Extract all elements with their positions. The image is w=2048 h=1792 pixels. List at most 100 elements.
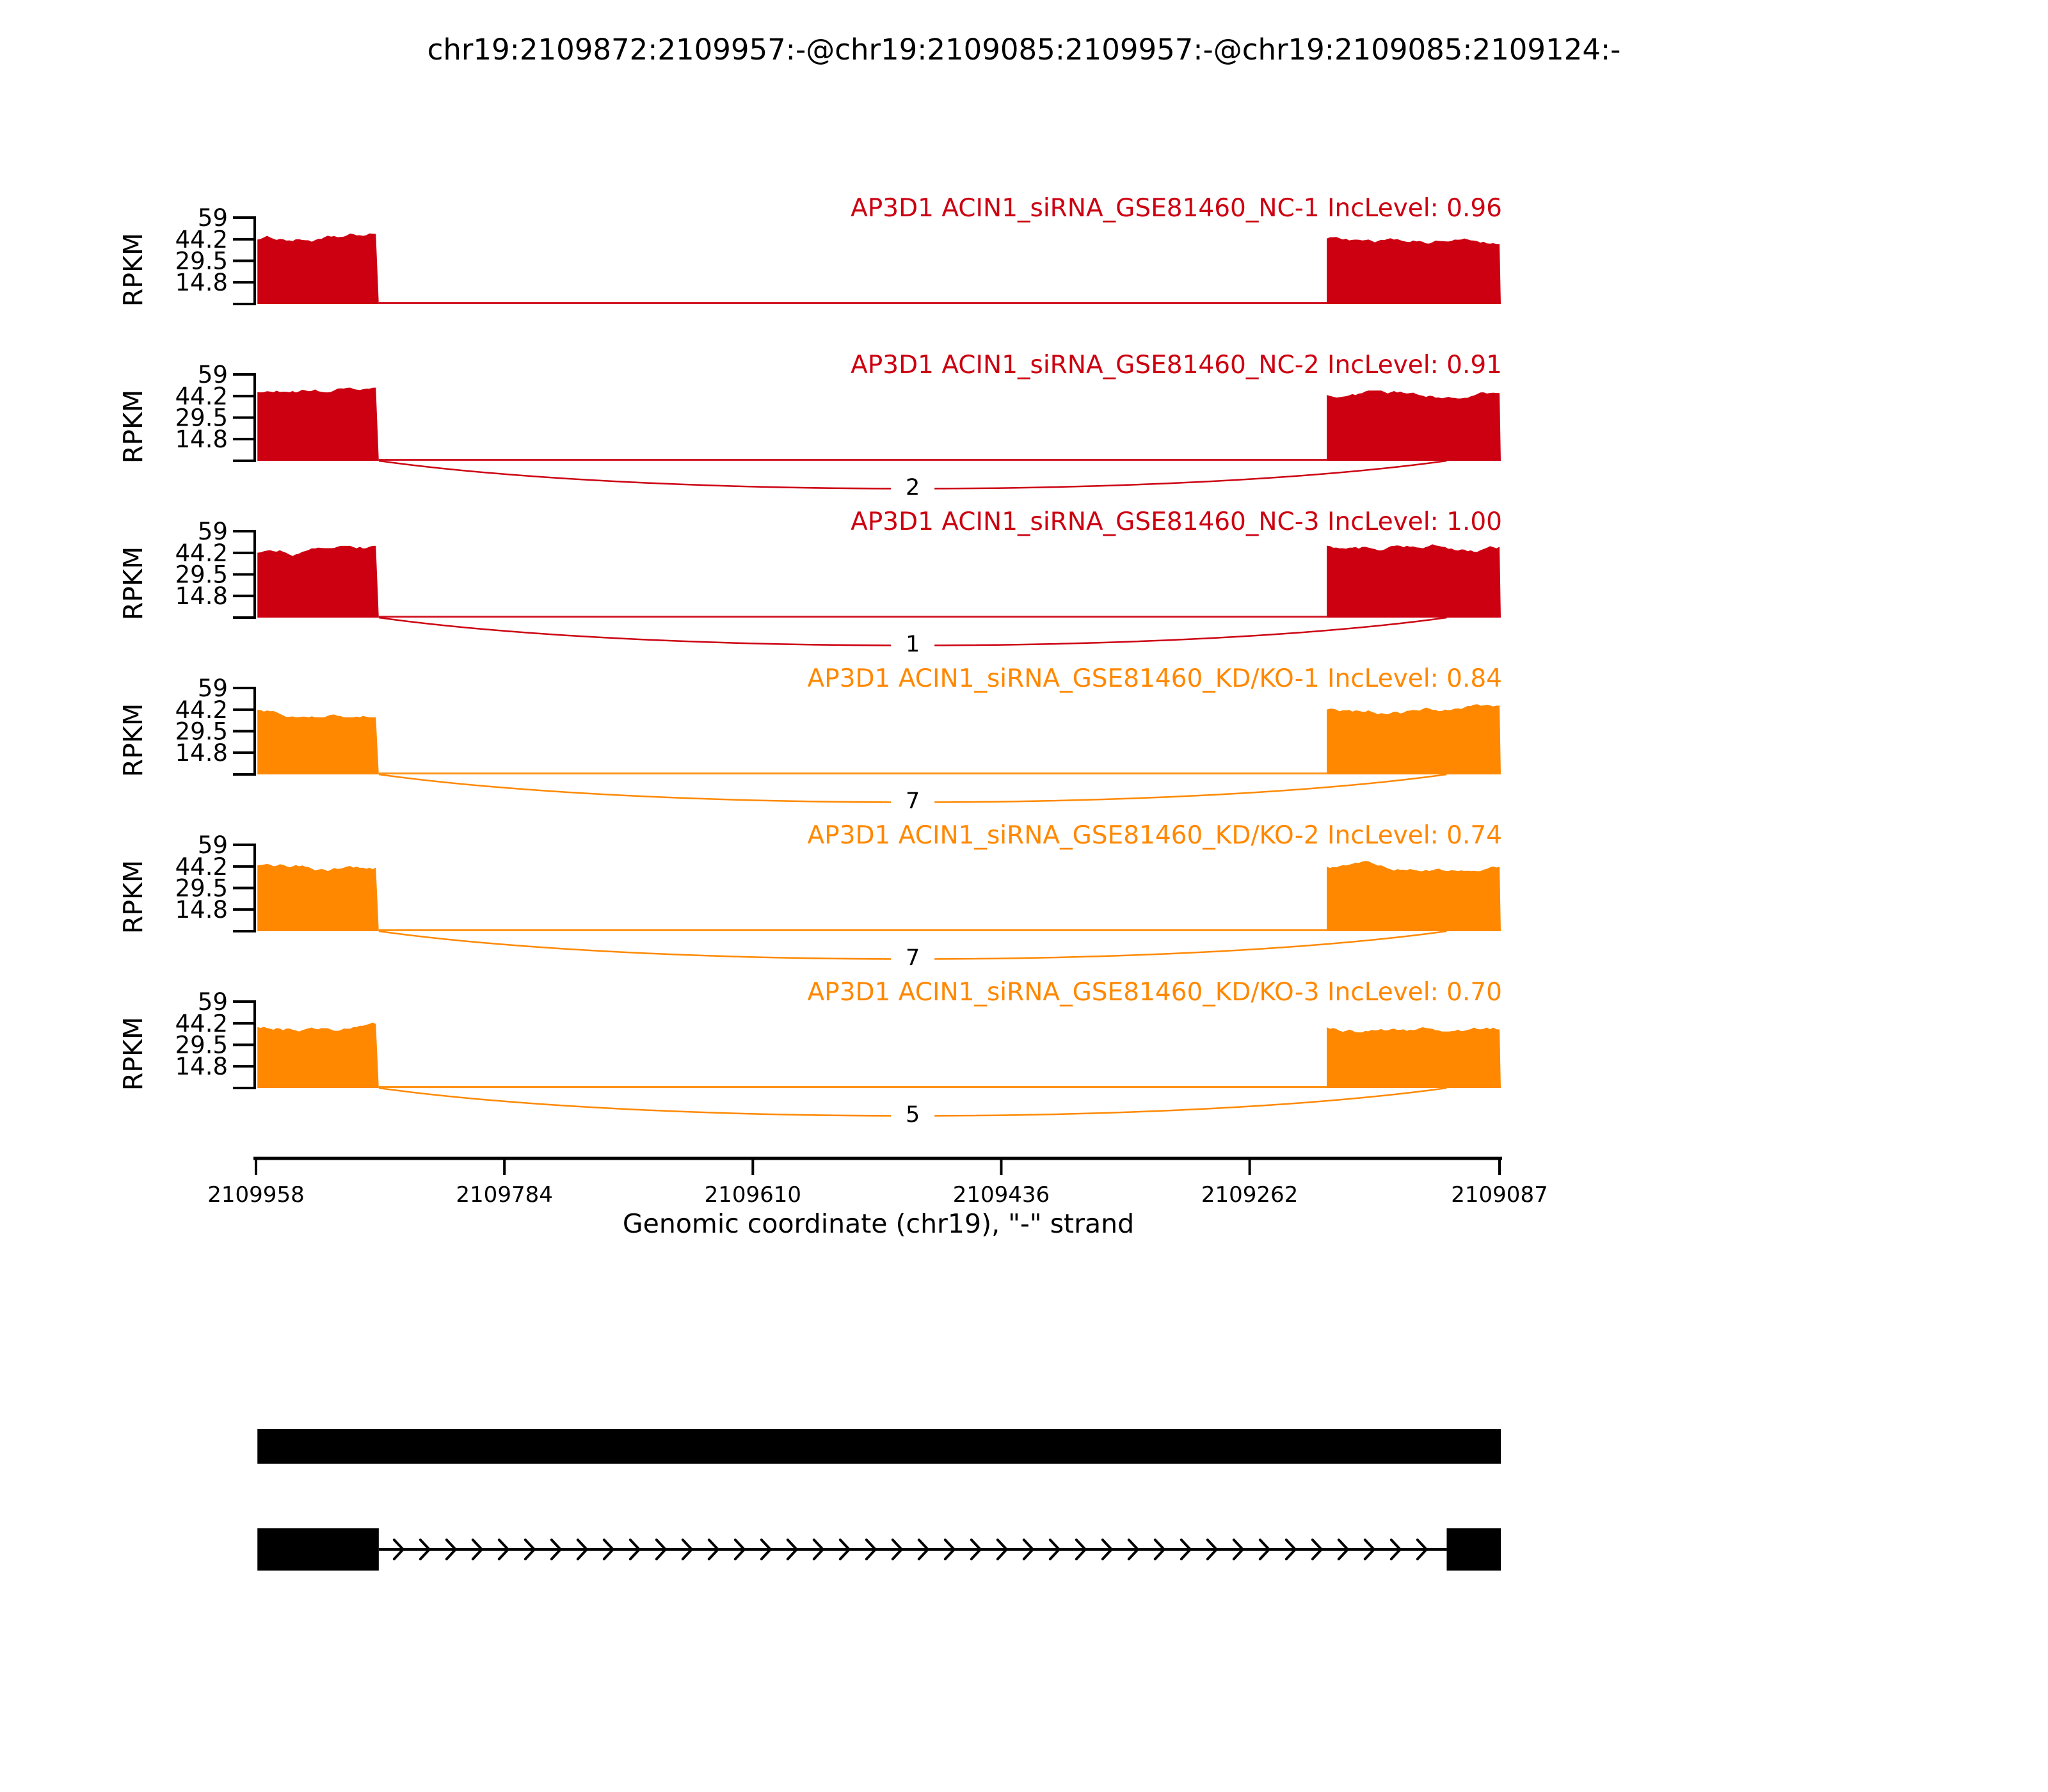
figure-title: chr19:2109872:2109957:-@chr19:2109085:21… [427,33,1621,67]
junction-count: 1 [906,632,920,657]
intron-baseline [378,1086,1327,1088]
intron-direction-arrow [1101,1539,1114,1560]
coverage-area-exon-2 [1327,237,1501,304]
intron-direction-arrow [681,1539,694,1560]
intron-direction-arrow [786,1539,799,1560]
coverage-area-exon-1 [257,1022,379,1088]
junction-count-mask [891,785,935,815]
intron-baseline [378,929,1327,931]
intron-direction-arrow [1363,1539,1376,1560]
intron-direction-arrow [760,1539,772,1560]
exon-block [257,1429,1501,1464]
exon-block [1446,1528,1501,1571]
intron-direction-arrow [471,1539,484,1560]
y-axis-title: RPKM [118,547,148,620]
coverage-area-exon-1 [257,387,379,461]
intron-direction-arrow [1153,1539,1166,1560]
track-label-kdko-1: AP3D1 ACIN1_siRNA_GSE81460_KD/KO-1 IncLe… [807,664,1503,693]
intron-direction-arrow [1180,1539,1192,1560]
intron-direction-arrow [707,1539,720,1560]
coverage-area-exon-1 [257,233,379,304]
coverage-area-exon-1 [257,863,379,931]
junction-count: 7 [906,945,920,971]
intron-direction-arrow [1206,1539,1219,1560]
y-tick-label: 59 [198,988,228,1016]
junction-count-mask [891,472,935,501]
y-tick-label: 44.2 [175,1010,228,1037]
transcript-skipping [257,1528,1501,1571]
y-axis-title: RPKM [118,390,148,463]
intron-direction-arrow [943,1539,956,1560]
intron-direction-arrow [1127,1539,1140,1560]
intron-direction-arrow [1311,1539,1324,1560]
intron-baseline [378,302,1327,304]
y-tick-label: 14.8 [175,739,228,767]
intron-direction-arrow [1232,1539,1245,1560]
intron-direction-arrow [865,1539,877,1560]
junction-count-mask [891,628,935,658]
y-tick-label: 29.5 [175,248,228,275]
intron-direction-arrow [524,1539,536,1560]
intron-direction-arrow [550,1539,563,1560]
intron-direction-arrow [1337,1539,1350,1560]
y-tick-label: 29.5 [175,875,228,902]
intron-baseline [378,616,1327,618]
y-axis-title: RPKM [118,860,148,934]
intron-direction-arrow [996,1539,1009,1560]
intron-direction-arrow [576,1539,589,1560]
track-label-kdko-3: AP3D1 ACIN1_siRNA_GSE81460_KD/KO-3 IncLe… [807,978,1503,1007]
y-axis-title: RPKM [118,703,148,777]
coverage-area-exon-2 [1327,861,1501,931]
y-tick-label: 59 [198,361,228,388]
intron-direction-arrow [891,1539,904,1560]
track-label-nc-3: AP3D1 ACIN1_siRNA_GSE81460_NC-3 IncLevel… [851,508,1502,536]
intron-direction-arrow [445,1539,458,1560]
y-tick-label: 44.2 [175,853,228,881]
y-axis-title: RPKM [118,1017,148,1091]
transcript-inclusion [257,1429,1501,1464]
intron-baseline [378,772,1327,774]
x-tick-label: 2109087 [1451,1182,1548,1208]
intron-direction-arrow [1258,1539,1271,1560]
intron-baseline [378,459,1327,461]
y-tick-label: 29.5 [175,561,228,589]
coverage-area-exon-1 [257,710,379,774]
junction-count-mask [891,942,935,972]
y-tick-label: 14.8 [175,582,228,610]
y-tick-label: 29.5 [175,718,228,746]
coverage-area-exon-2 [1327,390,1501,461]
coverage-area-exon-2 [1327,1027,1501,1088]
y-axis-title: RPKM [118,233,148,307]
y-tick-label: 59 [198,675,228,702]
x-tick-label: 2109262 [1201,1182,1298,1208]
intron-direction-arrow [970,1539,982,1560]
y-tick-label: 29.5 [175,1032,228,1059]
junction-count-mask [891,1099,935,1128]
x-tick-label: 2109958 [207,1182,304,1208]
x-axis: 2109958 2109784 2109610 2109436 2109262 21090… [207,1156,1548,1208]
track-label-nc-1: AP3D1 ACIN1_siRNA_GSE81460_NC-1 IncLevel… [851,194,1502,223]
y-tick-label: 14.8 [175,1053,228,1080]
intron-direction-arrow [1416,1539,1428,1560]
y-tick-label: 59 [198,518,228,545]
x-tick-label: 2109436 [953,1182,1050,1208]
y-tick-label: 14.8 [175,896,228,924]
y-tick-label: 29.5 [175,404,228,432]
y-tick-label: 59 [198,831,228,859]
x-tick-label: 2109784 [456,1182,552,1208]
intron-direction-arrow [392,1539,405,1560]
intron-direction-arrow [1389,1539,1402,1560]
coverage-area-exon-2 [1327,544,1501,618]
y-tick-label: 44.2 [175,226,228,253]
intron-direction-arrow [1284,1539,1297,1560]
y-tick-label: 14.8 [175,426,228,453]
track-label-nc-2: AP3D1 ACIN1_siRNA_GSE81460_NC-2 IncLevel… [851,351,1502,380]
intron-direction-arrow [917,1539,930,1560]
exon-block [257,1528,379,1571]
